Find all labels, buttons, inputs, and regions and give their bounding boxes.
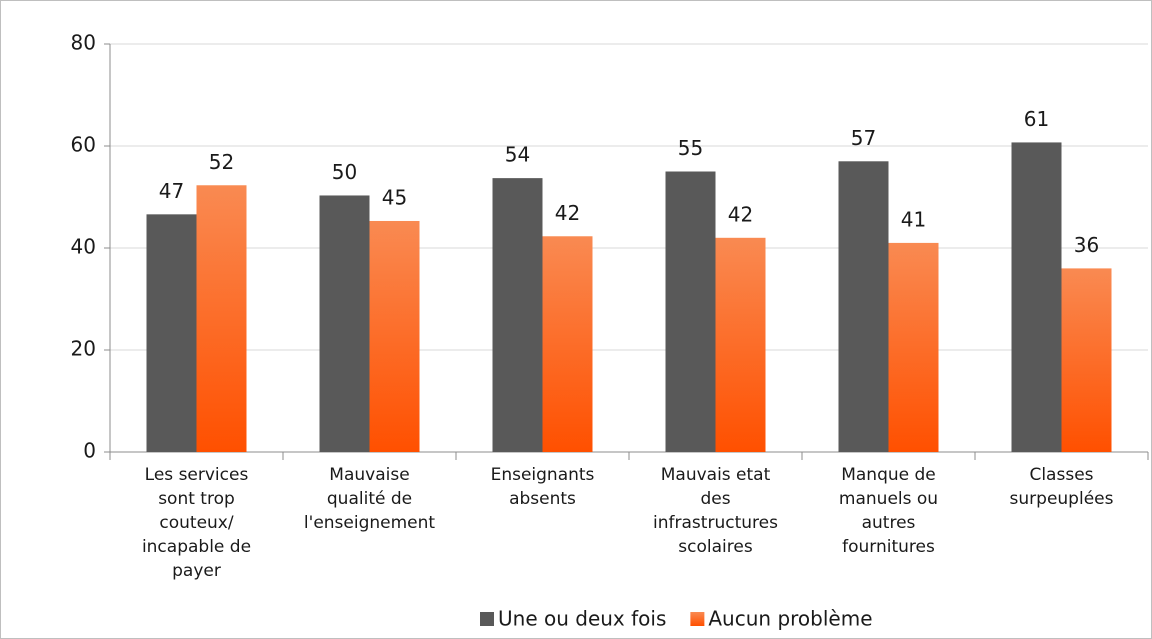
y-tick-label: 20: [71, 337, 96, 361]
x-tick-label-line: Mauvaise: [329, 465, 409, 485]
data-label: 36: [1074, 233, 1099, 257]
x-tick-label-line: des: [700, 489, 730, 509]
bar: [196, 185, 247, 452]
x-tick-label-line: Classes: [1029, 465, 1093, 485]
bar: [319, 195, 370, 452]
x-tick-label: Mauvaise qualité de l'enseignement: [304, 465, 435, 533]
x-tick-label-line: absents: [509, 489, 576, 509]
data-label: 61: [1024, 107, 1049, 131]
bar: [369, 220, 420, 452]
y-tick-label: 0: [83, 439, 96, 463]
bar: [1061, 268, 1112, 452]
data-label: 45: [382, 185, 407, 209]
x-tick-label: Enseignants absents: [491, 465, 595, 509]
x-tick-label-line: l'enseignement: [304, 513, 435, 533]
legend-label: Une ou deux fois: [498, 607, 666, 631]
x-tick-label-line: Enseignants: [491, 465, 595, 485]
x-tick-label-line: Les services: [145, 465, 249, 485]
x-tick-label: Les services sont trop couteux/incapable d…: [142, 465, 251, 581]
data-label: 42: [728, 202, 753, 226]
x-tick-label-line: scolaires: [678, 537, 753, 557]
bar: [1011, 142, 1062, 452]
data-label: 55: [678, 136, 703, 160]
x-tick-label: Manque de manuels ou autres fournitures: [839, 465, 938, 557]
x-tick-label-line: payer: [172, 561, 221, 581]
bar: [542, 236, 593, 452]
bar: [838, 161, 889, 453]
bar: [715, 237, 766, 452]
y-tick-label: 80: [71, 31, 96, 55]
y-tick-label: 60: [71, 133, 96, 157]
bar: [888, 242, 939, 452]
data-label: 41: [901, 207, 926, 231]
bar: [665, 171, 716, 452]
data-label: 50: [332, 160, 357, 184]
x-tick-label: Mauvais etat des infrastructures scolaires: [653, 465, 778, 557]
x-tick-label-line: Mauvais etat: [661, 465, 771, 485]
x-tick-label-line: qualité de: [327, 489, 412, 509]
data-label: 47: [159, 179, 184, 203]
data-label: 42: [555, 201, 580, 225]
data-label: 57: [851, 126, 876, 150]
data-label: 54: [505, 143, 530, 167]
x-tick-label-line: infrastructures: [653, 513, 778, 533]
x-tick-label-line: Manque de: [841, 465, 936, 485]
bar: [146, 214, 197, 452]
x-tick-label-line: incapable de: [142, 537, 251, 557]
legend-label: Aucun problème: [708, 607, 872, 631]
x-tick-label-line: sont trop: [158, 489, 235, 509]
x-tick-label-line: fournitures: [842, 537, 935, 557]
y-tick-label: 40: [71, 235, 96, 259]
bar: [492, 178, 543, 452]
data-label: 52: [209, 150, 234, 174]
legend-swatch: [480, 612, 494, 626]
x-tick-label-line: couteux/: [159, 513, 233, 533]
x-tick-label-line: surpeuplées: [1010, 489, 1114, 509]
x-tick-label-line: manuels ou: [839, 489, 938, 509]
x-tick-label-line: autres: [862, 513, 916, 533]
legend-swatch: [690, 612, 705, 626]
x-tick-label: Classes surpeuplées: [1010, 465, 1114, 509]
